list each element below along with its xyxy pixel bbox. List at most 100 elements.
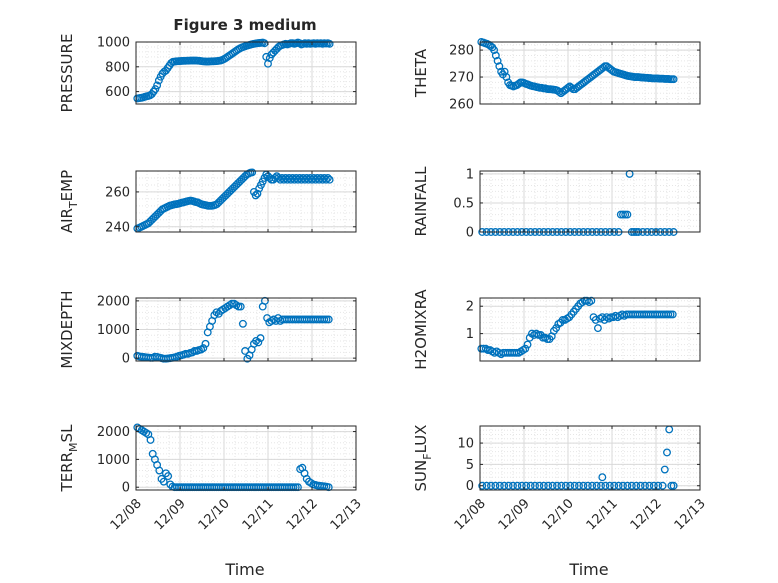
data-point [544, 481, 553, 490]
x-tick-label: 12/12 [628, 496, 665, 533]
x-axis-label-right: Time [568, 560, 608, 579]
x-tick-label: 12/08 [108, 496, 145, 533]
data-point [517, 481, 526, 490]
y-tick-label: 240 [105, 220, 130, 235]
data-point [325, 39, 334, 48]
y-tick-label: 1000 [97, 36, 130, 51]
data-point [605, 481, 614, 490]
data-point [649, 481, 658, 490]
y-tick-label: 280 [449, 44, 474, 59]
data-point [548, 481, 557, 490]
label-subscript: F [421, 453, 434, 459]
y-axis-label: SUNFLUX [412, 425, 434, 492]
y-tick-label: 0 [466, 226, 474, 241]
x-tick-label: 12/09 [496, 496, 533, 533]
data-point [164, 472, 173, 481]
data-point [535, 481, 544, 490]
data-point [599, 63, 608, 72]
x-tick-label: 12/12 [284, 496, 321, 533]
data-point [555, 87, 564, 96]
data-point [557, 481, 566, 490]
y-tick-label: 2000 [97, 294, 130, 309]
data-point [199, 344, 208, 353]
data-point [320, 174, 329, 182]
y-tick-label: 0 [122, 352, 130, 367]
data-point [234, 302, 243, 311]
data-point [521, 344, 530, 353]
data-point [539, 481, 548, 490]
data-point [552, 324, 561, 333]
data-point [487, 481, 495, 490]
label-part: AIR [58, 208, 76, 233]
data-point [645, 481, 654, 490]
y-tick-label: 2000 [97, 425, 130, 440]
data-point [632, 481, 641, 490]
y-tick-label: 1 [466, 167, 474, 182]
subplot-5: 0 1000 2000 MIXDEPTH [58, 290, 357, 369]
y-tick-label: 2 [466, 300, 474, 315]
data-series [133, 168, 334, 233]
y-axis-label: THETA [412, 48, 430, 98]
y-tick-label: 5 [466, 458, 474, 473]
label-part: LUX [412, 425, 430, 454]
grid [479, 171, 701, 233]
data-point [601, 481, 610, 490]
subplot-7: 0 1000 2000 12/08 12/09 12/10 12/11 12/12 12/13 T… [58, 423, 365, 533]
data-point [619, 481, 627, 490]
data-point [636, 481, 645, 490]
axes-box [479, 41, 701, 105]
data-point [579, 481, 588, 490]
data-point [491, 481, 500, 490]
y-tick-label: 600 [105, 85, 130, 100]
data-point [588, 481, 597, 490]
data-point [619, 210, 627, 219]
data-point [323, 174, 332, 182]
data-point [236, 302, 245, 311]
subplot-6: 1 2 H2OMIXRA [412, 289, 701, 370]
data-point [254, 338, 263, 347]
label-part: SL [58, 424, 76, 443]
x-tick-label: 12/13 [672, 496, 709, 533]
data-point [325, 175, 334, 184]
data-point [627, 481, 636, 490]
data-point [491, 51, 500, 60]
data-point [289, 483, 298, 492]
data-point [478, 481, 487, 490]
data-point [623, 210, 632, 219]
x-tick-label: 12/10 [540, 496, 577, 533]
data-point [151, 85, 160, 94]
data-point [597, 481, 605, 490]
data-point [159, 477, 168, 486]
data-point [509, 481, 517, 490]
data-point [502, 73, 511, 81]
data-point [660, 465, 669, 474]
data-point [495, 62, 504, 71]
data-point [669, 75, 678, 84]
data-point [566, 481, 575, 490]
data-point [523, 340, 532, 349]
data-point [526, 481, 535, 490]
subplot-2: 260 270 280 THETA [412, 38, 701, 113]
data-point [153, 81, 162, 90]
data-point [146, 435, 155, 444]
y-axis-label: RAINFALL [412, 166, 430, 237]
data-point [253, 189, 262, 198]
data-point [522, 481, 531, 490]
data-point [587, 296, 596, 305]
data-series [477, 296, 677, 359]
plot-area [480, 426, 700, 490]
x-tick-label: 12/10 [196, 496, 233, 533]
data-point [324, 483, 333, 492]
axes-box [135, 41, 357, 105]
data-point [658, 481, 667, 490]
data-point [591, 315, 600, 324]
axes-box [135, 425, 357, 491]
axes-box [135, 170, 357, 233]
data-point [664, 310, 673, 319]
x-tick-label: 12/11 [240, 496, 277, 533]
data-point [558, 315, 567, 324]
data-point [614, 481, 623, 490]
data-point [493, 56, 502, 65]
